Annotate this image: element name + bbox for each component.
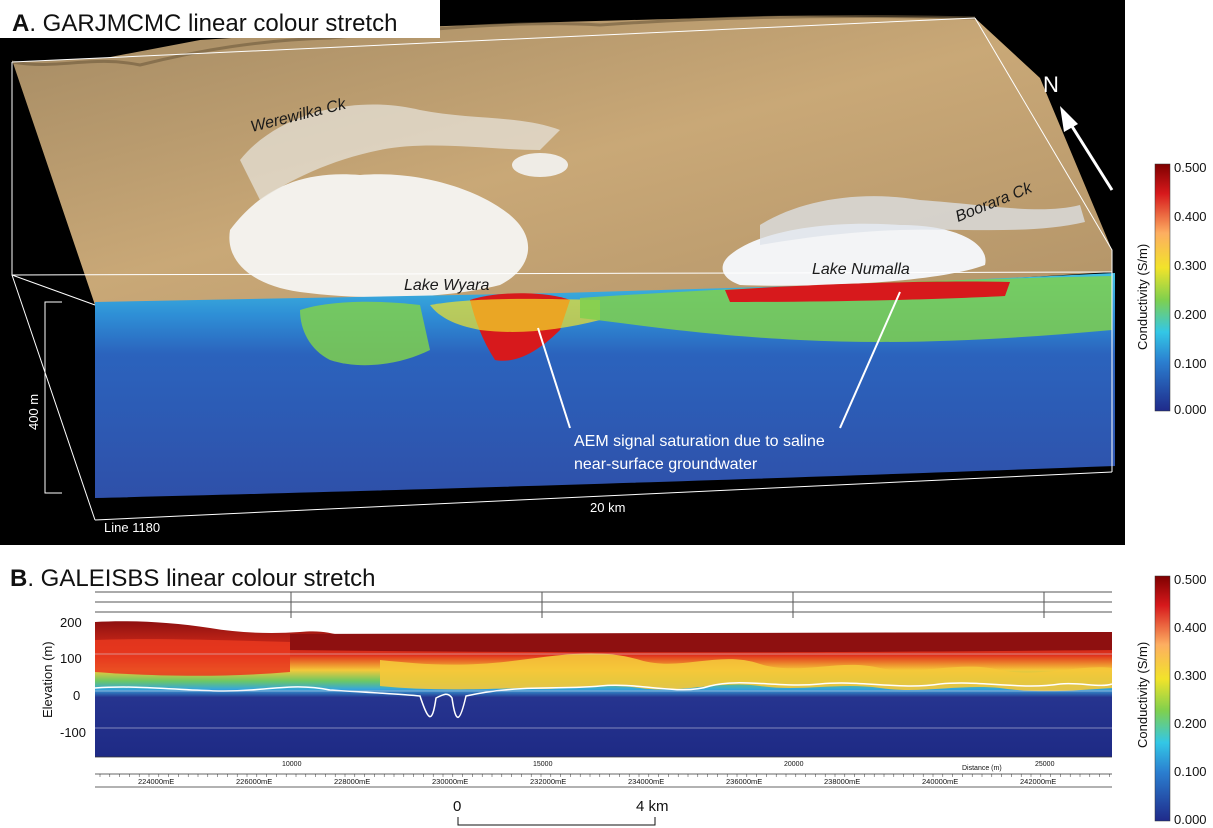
- easting-ruler: [95, 773, 1112, 788]
- elevation-tick: 0: [73, 688, 80, 703]
- easting-label: 234000mE: [628, 777, 664, 786]
- distance-tick: 15000: [533, 761, 553, 768]
- colorbar-b-bar: [1154, 575, 1171, 822]
- colorbar-b-tick: 0.100: [1174, 764, 1207, 779]
- distance-tick: 10000: [282, 761, 302, 768]
- easting-label: 224000mE: [138, 777, 174, 786]
- easting-minor-ticks: [99, 774, 1110, 777]
- colorbar-b-label: Conductivity (S/m): [1135, 642, 1150, 748]
- colorbar-a: 0.500 0.400 0.300 0.200 0.100 0.000 Cond…: [1135, 160, 1207, 417]
- easting-label: 238000mE: [824, 777, 860, 786]
- elevation-tick: 100: [60, 651, 82, 666]
- wyara-floodplain: [240, 104, 560, 200]
- annotation-line-2: near-surface groundwater: [574, 456, 758, 473]
- colorbar-b: 0.500 0.400 0.300 0.200 0.100 0.000 Cond…: [1135, 572, 1207, 827]
- depth-scale-bar: [44, 301, 62, 494]
- doi-line: [94, 682, 1113, 718]
- colorbar-a-tick: 0.100: [1174, 356, 1207, 371]
- easting-label: 230000mE: [432, 777, 468, 786]
- panel-a-letter: A: [12, 10, 29, 37]
- easting-labels: 224000mE 226000mE 228000mE 230000mE 232000mE…: [138, 777, 1056, 786]
- section-b-saturation: [290, 632, 1112, 653]
- panel-a-title-box: [0, 0, 440, 38]
- km-scale-bar: [457, 817, 656, 826]
- elevation-tick: -100: [60, 725, 86, 740]
- conductive-zone-west: [300, 301, 430, 366]
- annotation-line-1: AEM signal saturation due to saline: [574, 433, 825, 450]
- colorbar-a-tick: 0.400: [1174, 209, 1207, 224]
- distance-tick: 25000: [1035, 761, 1055, 768]
- annotation-leaders: [537, 291, 901, 429]
- colorbar-a-tick: 0.300: [1174, 258, 1207, 273]
- label-depth-scale: 400 m: [26, 394, 41, 430]
- section-a-base: [95, 466, 1115, 508]
- easting-label: 226000mE: [236, 777, 272, 786]
- label-line-number: Line 1180: [104, 520, 160, 535]
- label-lake-numalla: Lake Numalla: [812, 261, 910, 278]
- block-outline: [11, 17, 1113, 521]
- scale-bar-start: 0: [453, 798, 461, 815]
- easting-label: 232000mE: [530, 777, 566, 786]
- section-b-heatmap: [95, 621, 1112, 757]
- easting-label: 242000mE: [1020, 777, 1056, 786]
- distance-axis-label: Distance (m): [962, 765, 1002, 772]
- conductive-zone-numalla-red: [725, 281, 1010, 302]
- numalla-channel: [760, 196, 1085, 245]
- colorbar-a-tick: 0.000: [1174, 402, 1207, 417]
- colorbar-a-label: Conductivity (S/m): [1135, 244, 1150, 350]
- colorbar-b-tick: 0.500: [1174, 572, 1207, 587]
- section-b-west-band: [95, 639, 290, 676]
- panel-b-letter: B: [10, 565, 27, 592]
- elevation-axis-label: Elevation (m): [40, 641, 55, 718]
- panel-b: B. GALEISBS linear colour stretch El: [10, 565, 1113, 826]
- elevation-gridlines: [95, 653, 1112, 729]
- distance-tick: 20000: [784, 761, 804, 768]
- conductive-zone-wyara-halo: [430, 298, 600, 332]
- easting-label: 240000mE: [922, 777, 958, 786]
- colorbar-b-tick: 0.000: [1174, 812, 1207, 827]
- section-b-frame: [95, 591, 1112, 618]
- panel-b-title-text: . GALEISBS linear colour stretch: [27, 565, 375, 592]
- label-lake-wyara: Lake Wyara: [404, 277, 489, 294]
- label-north: N: [1043, 72, 1059, 97]
- panel-a: A. GARJMCMC linear colour stretch Werewi…: [0, 0, 1125, 545]
- north-arrow-icon: [1060, 106, 1114, 191]
- easting-label: 236000mE: [726, 777, 762, 786]
- colorbar-b-tick: 0.400: [1174, 620, 1207, 635]
- colorbar-a-tick: 0.500: [1174, 160, 1207, 175]
- lake-wyara-surface: [229, 174, 529, 298]
- panel-b-title: B. GALEISBS linear colour stretch: [10, 565, 376, 592]
- panel-a-title: A. GARJMCMC linear colour stretch: [12, 10, 397, 37]
- panel-a-title-text: . GARJMCMC linear colour stretch: [29, 10, 397, 37]
- colorbar-b-tick: 0.200: [1174, 716, 1207, 731]
- colorbar-a-tick: 0.200: [1174, 307, 1207, 322]
- scale-bar-end: 4 km: [636, 798, 669, 815]
- small-pan: [512, 153, 568, 177]
- section-b-undulation: [380, 653, 1112, 692]
- colorbar-b-tick: 0.300: [1174, 668, 1207, 683]
- easting-label: 228000mE: [334, 777, 370, 786]
- elevation-tick: 200: [60, 615, 82, 630]
- label-length-scale: 20 km: [590, 500, 625, 515]
- colorbar-a-bar: [1154, 163, 1171, 412]
